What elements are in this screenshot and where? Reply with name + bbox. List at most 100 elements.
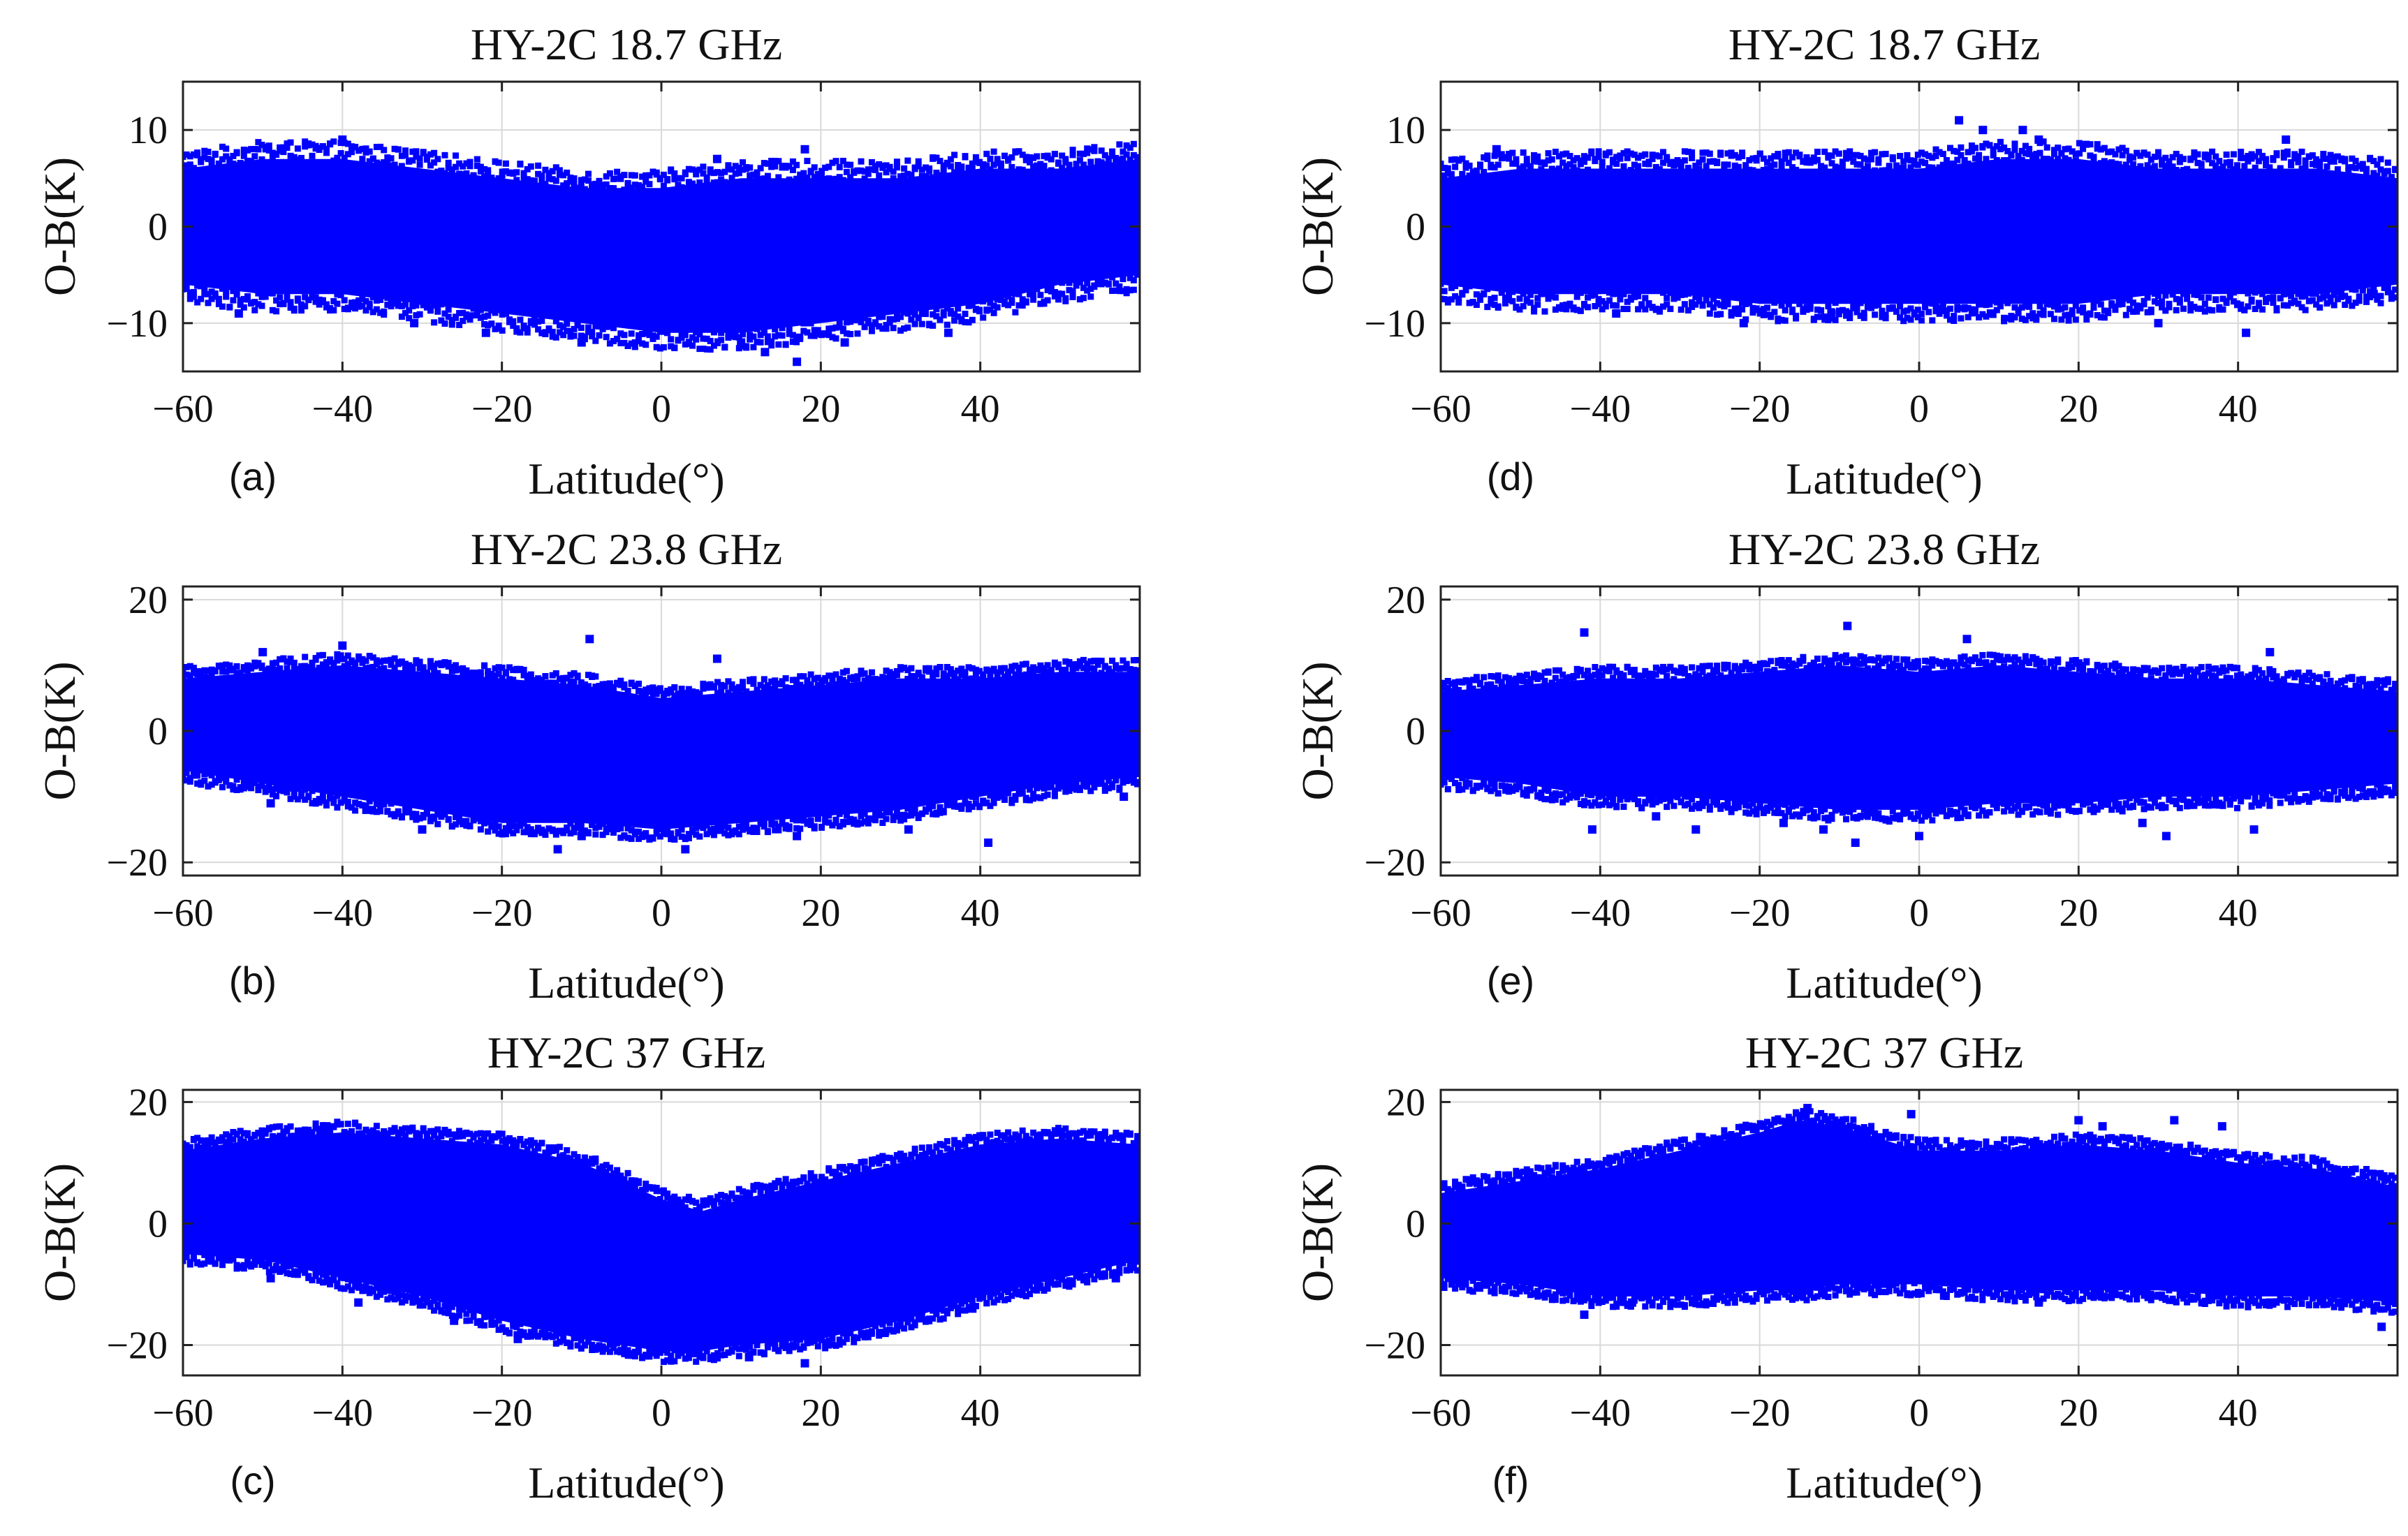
scatter-point [718, 176, 725, 183]
scatter-point [585, 324, 592, 331]
scatter-point [915, 1316, 922, 1323]
scatter-point [1545, 157, 1552, 164]
scatter-point [1656, 792, 1663, 799]
scatter-point [2026, 145, 2033, 152]
scatter-point [388, 811, 395, 818]
scatter-point [1735, 305, 1742, 312]
scatter-point [208, 157, 215, 164]
scatter-point [1789, 813, 1796, 820]
scatter-point [1034, 785, 1041, 792]
scatter-point [2367, 154, 2374, 161]
scatter-point [1939, 151, 1946, 157]
scatter-point [1116, 786, 1123, 793]
scatter-point [958, 672, 965, 678]
scatter-point [1084, 778, 1091, 785]
scatter-point [448, 664, 455, 670]
scatter-point [1080, 656, 1087, 663]
scatter-point [800, 320, 807, 327]
scatter-point [2266, 295, 2273, 302]
scatter-point [1069, 293, 1076, 300]
scatter-point [488, 1133, 495, 1140]
scatter-point [434, 156, 441, 163]
scatter-point [230, 1136, 237, 1143]
scatter-point [980, 165, 987, 172]
scatter-outlier [712, 654, 721, 663]
scatter-point [1620, 672, 1627, 679]
scatter-point [599, 182, 606, 189]
scatter-point [843, 1330, 850, 1337]
scatter-point [1080, 161, 1087, 168]
scatter-point [460, 818, 467, 825]
scatter-point [2201, 300, 2208, 307]
scatter-point [560, 829, 567, 836]
scatter-point [599, 324, 606, 331]
scatter-point [291, 788, 298, 795]
scatter-point [1652, 799, 1659, 806]
scatter-point [330, 799, 337, 806]
scatter-point [1552, 167, 1559, 174]
scatter-point [1005, 302, 1012, 309]
scatter-point [628, 172, 635, 179]
scatter-point [772, 1345, 779, 1352]
scatter-point [402, 660, 409, 667]
scatter-point [1610, 796, 1617, 803]
scatter-point [2047, 311, 2054, 318]
scatter-point [1034, 1287, 1041, 1294]
scatter-point [556, 1330, 563, 1337]
scatter-point [398, 813, 405, 820]
scatter-point [1041, 1286, 1048, 1293]
scatter-point [1756, 665, 1763, 672]
scatter-point [865, 815, 872, 822]
scatter-point [782, 1345, 789, 1352]
scatter-point [1595, 674, 1602, 681]
scatter-point [1051, 1280, 1058, 1287]
scatter-point [987, 667, 994, 674]
scatter-point [1907, 305, 1914, 312]
scatter-point [700, 163, 707, 170]
scatter-point [897, 1151, 904, 1157]
scatter-point [2259, 152, 2266, 159]
scatter-point [416, 1302, 423, 1309]
scatter-point [1094, 277, 1101, 284]
scatter-point [517, 316, 524, 323]
scatter-point [1541, 290, 1548, 297]
scatter-point [1832, 807, 1839, 814]
scatter-point [431, 319, 438, 326]
scatter-point [1832, 163, 1839, 170]
scatter-point [636, 680, 642, 687]
scatter-point [258, 1132, 265, 1139]
scatter-point [947, 1146, 954, 1153]
scatter-point [2033, 156, 2040, 162]
scatter-point [606, 684, 613, 691]
scatter-point [423, 1299, 430, 1306]
scatter-point [470, 1313, 477, 1320]
scatter-point [1044, 662, 1051, 669]
scatter-point [1012, 1290, 1019, 1297]
scatter-point [327, 1127, 334, 1134]
scatter-point [240, 1138, 247, 1145]
scatter-point [1821, 658, 1828, 665]
scatter-point [2097, 160, 2104, 167]
scatter-point [897, 1323, 904, 1329]
scatter-point [2001, 157, 2008, 164]
scatter-point [1853, 152, 1860, 158]
scatter-point [556, 329, 563, 336]
scatter-point [836, 163, 843, 170]
scatter-point [186, 672, 193, 679]
scatter-point [707, 346, 714, 353]
scatter-point [585, 1337, 592, 1344]
scatter-point [438, 301, 445, 308]
scatter-point [542, 1334, 549, 1341]
scatter-point [660, 825, 667, 832]
scatter-point [1620, 163, 1627, 170]
scatter-outlier [712, 154, 721, 163]
scatter-point [1577, 801, 1584, 807]
scatter-point [1742, 300, 1749, 307]
scatter-point [277, 294, 284, 301]
scatter-point [477, 818, 484, 825]
y-tick-label: 10 [1386, 109, 1425, 152]
scatter-point [1113, 154, 1119, 161]
scatter-point [448, 667, 455, 674]
scatter-point [1123, 778, 1130, 785]
scatter-point [298, 1265, 304, 1272]
